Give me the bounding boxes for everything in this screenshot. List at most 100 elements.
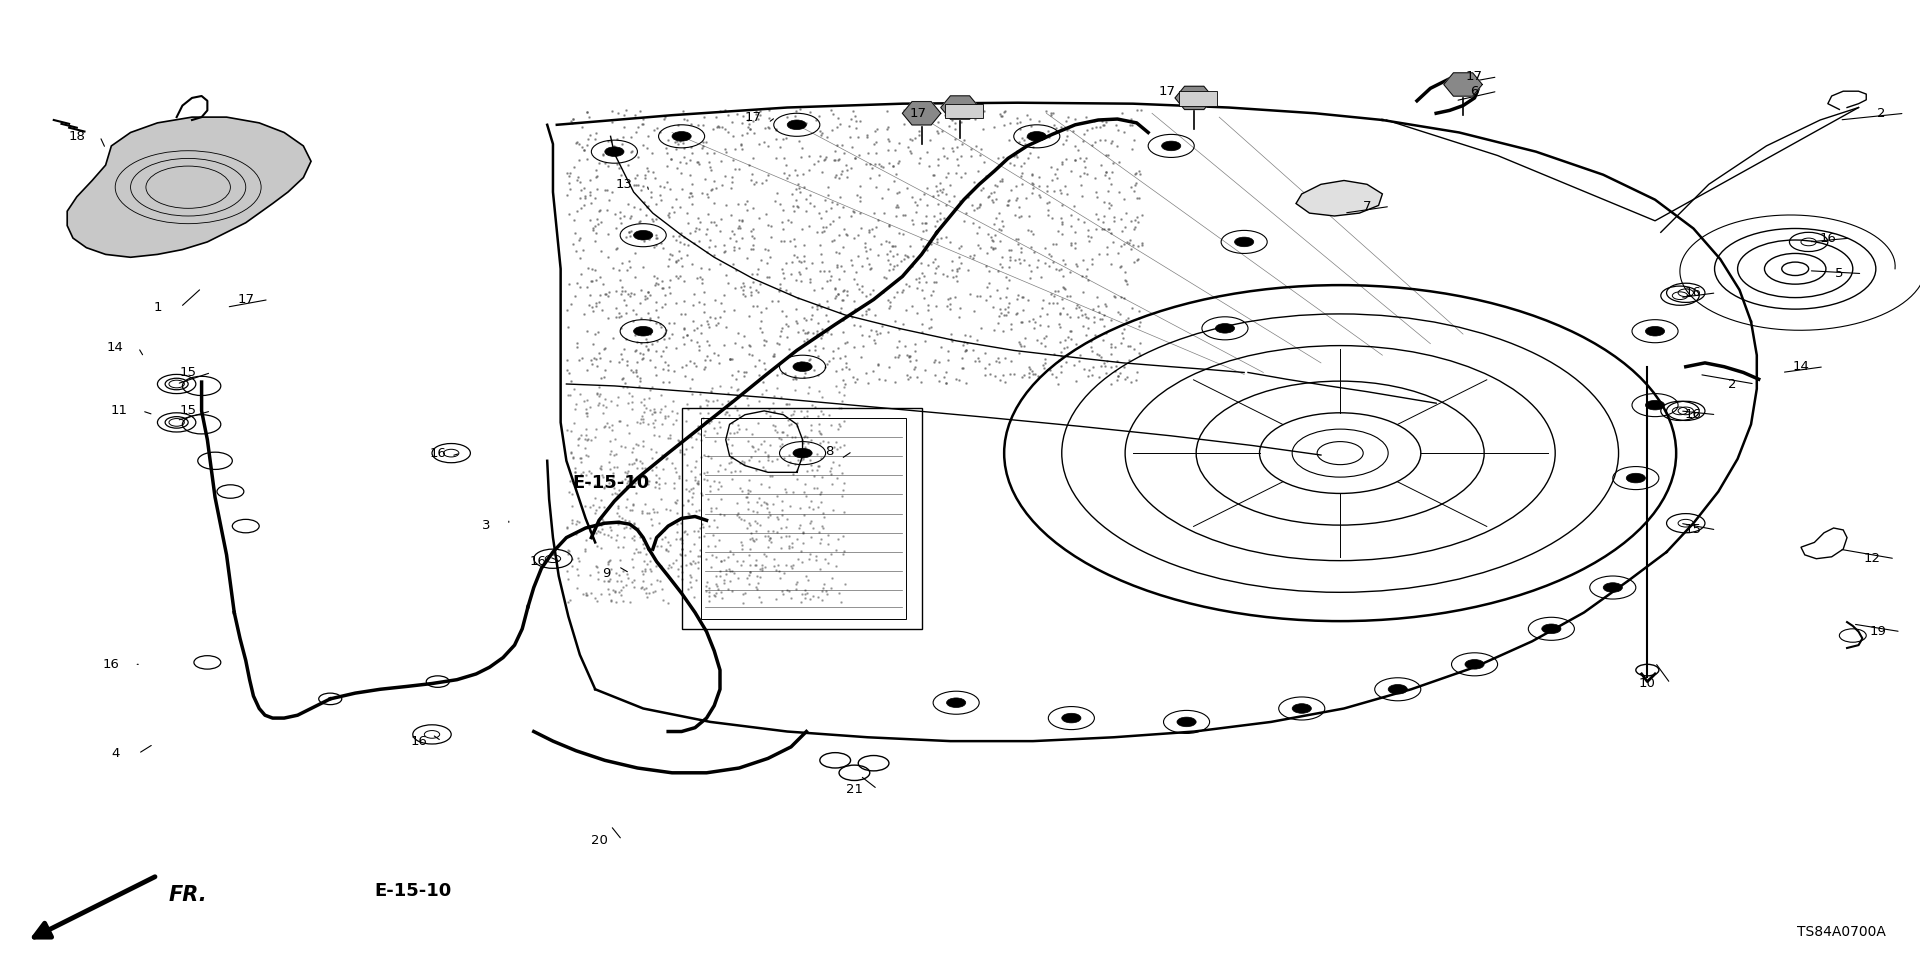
Point: [979, 119, 1010, 134]
Point: [789, 333, 820, 348]
Point: [995, 250, 1025, 265]
Point: [737, 237, 768, 252]
Point: [616, 144, 647, 159]
Point: [935, 291, 966, 306]
Point: [564, 201, 595, 216]
Point: [605, 204, 636, 220]
Point: [572, 105, 603, 120]
Point: [918, 168, 948, 183]
Point: [783, 264, 814, 279]
Point: [766, 530, 797, 545]
Circle shape: [634, 326, 653, 336]
Point: [920, 265, 950, 280]
Point: [1089, 117, 1119, 132]
Point: [580, 477, 611, 492]
Point: [770, 528, 801, 543]
Point: [564, 450, 595, 466]
Point: [662, 492, 693, 508]
Point: [622, 520, 653, 536]
Point: [822, 435, 852, 450]
Point: [874, 133, 904, 149]
Point: [1068, 268, 1098, 283]
Point: [653, 132, 684, 148]
Point: [584, 295, 614, 310]
Point: [682, 334, 712, 349]
Point: [693, 262, 724, 277]
Point: [881, 257, 912, 273]
Point: [1110, 264, 1140, 279]
Point: [726, 279, 756, 295]
Point: [958, 342, 989, 357]
Point: [891, 180, 922, 196]
Point: [664, 269, 695, 284]
Point: [612, 286, 643, 301]
Point: [655, 209, 685, 225]
Point: [778, 535, 808, 550]
Point: [1035, 159, 1066, 175]
Point: [553, 352, 584, 368]
Point: [922, 157, 952, 173]
Point: [741, 579, 772, 594]
Point: [561, 562, 591, 577]
Point: [993, 194, 1023, 209]
Point: [603, 305, 634, 321]
Point: [828, 475, 858, 491]
Point: [1079, 327, 1110, 343]
Point: [730, 489, 760, 504]
Point: [666, 306, 697, 322]
Point: [618, 516, 649, 531]
Point: [589, 527, 620, 542]
Point: [680, 472, 710, 488]
Point: [645, 348, 676, 364]
Point: [1039, 117, 1069, 132]
Point: [555, 473, 586, 489]
Point: [716, 450, 747, 466]
Text: 14: 14: [108, 341, 123, 354]
Point: [1071, 261, 1102, 276]
Point: [584, 499, 614, 515]
Point: [772, 396, 803, 412]
Point: [860, 219, 891, 234]
Point: [1018, 167, 1048, 182]
Point: [614, 253, 645, 269]
Point: [674, 189, 705, 204]
Point: [899, 344, 929, 359]
Point: [1094, 221, 1125, 236]
Point: [653, 207, 684, 223]
Point: [595, 433, 626, 448]
Point: [852, 375, 883, 391]
Point: [689, 529, 720, 544]
Point: [616, 496, 647, 512]
Point: [676, 116, 707, 132]
Point: [551, 422, 582, 438]
Point: [674, 153, 705, 168]
Point: [989, 150, 1020, 165]
Point: [641, 271, 672, 286]
Point: [599, 459, 630, 474]
Point: [943, 263, 973, 278]
Point: [758, 523, 789, 539]
Point: [843, 228, 874, 243]
Point: [614, 289, 645, 304]
Point: [995, 156, 1025, 171]
Point: [660, 465, 691, 480]
Point: [684, 222, 714, 237]
Point: [609, 370, 639, 385]
Point: [582, 593, 612, 609]
Point: [1043, 161, 1073, 177]
Point: [864, 156, 895, 172]
Point: [1048, 279, 1079, 295]
Point: [854, 301, 885, 317]
Point: [607, 255, 637, 271]
Point: [695, 155, 726, 170]
Point: [695, 500, 726, 516]
Point: [620, 170, 651, 185]
Point: [551, 187, 582, 203]
Point: [1096, 359, 1127, 374]
Point: [722, 424, 753, 440]
Point: [1096, 177, 1127, 192]
Point: [722, 418, 753, 433]
Point: [920, 299, 950, 314]
Point: [922, 179, 952, 194]
Point: [641, 333, 672, 348]
